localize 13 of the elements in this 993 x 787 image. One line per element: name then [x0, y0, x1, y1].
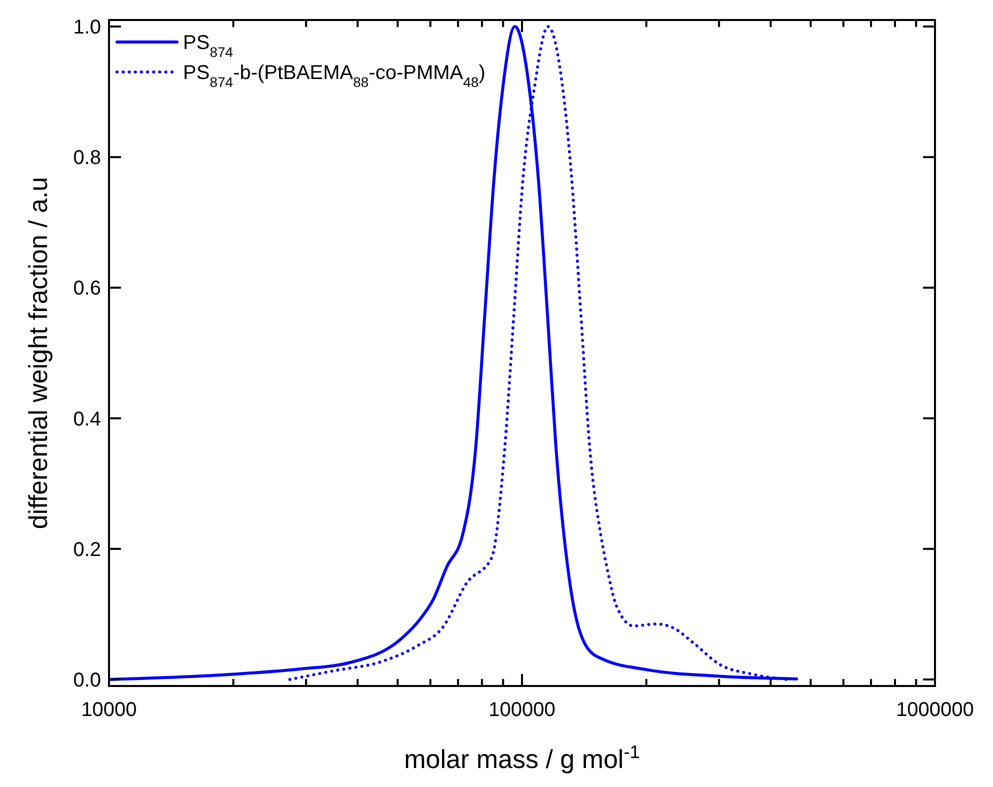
y-tick-label: 1.0 — [73, 16, 101, 39]
y-tick-label: 0.6 — [73, 278, 101, 300]
legend-label: PS$_{874}$ — [183, 32, 234, 60]
legend-label: PS$_{874}$-b-(PtBAEMA$_{88}$-co-PMMA$_{48}$) — [183, 62, 486, 90]
x-axis-title: molar mass / g mol$^{-1}$ — [404, 742, 640, 774]
x-tick-label: 100000 — [488, 699, 556, 721]
y-tick-label: 0.2 — [73, 538, 101, 561]
x-tick-label: 10000 — [81, 699, 137, 721]
y-tick-label: 0.4 — [73, 408, 101, 430]
x-tick-label: 1000000 — [896, 699, 974, 721]
y-tick-label: 0.0 — [73, 669, 101, 692]
y-tick-label: 0.8 — [73, 147, 101, 170]
y-axis-title: differential weight fraction / a.u — [23, 176, 53, 530]
